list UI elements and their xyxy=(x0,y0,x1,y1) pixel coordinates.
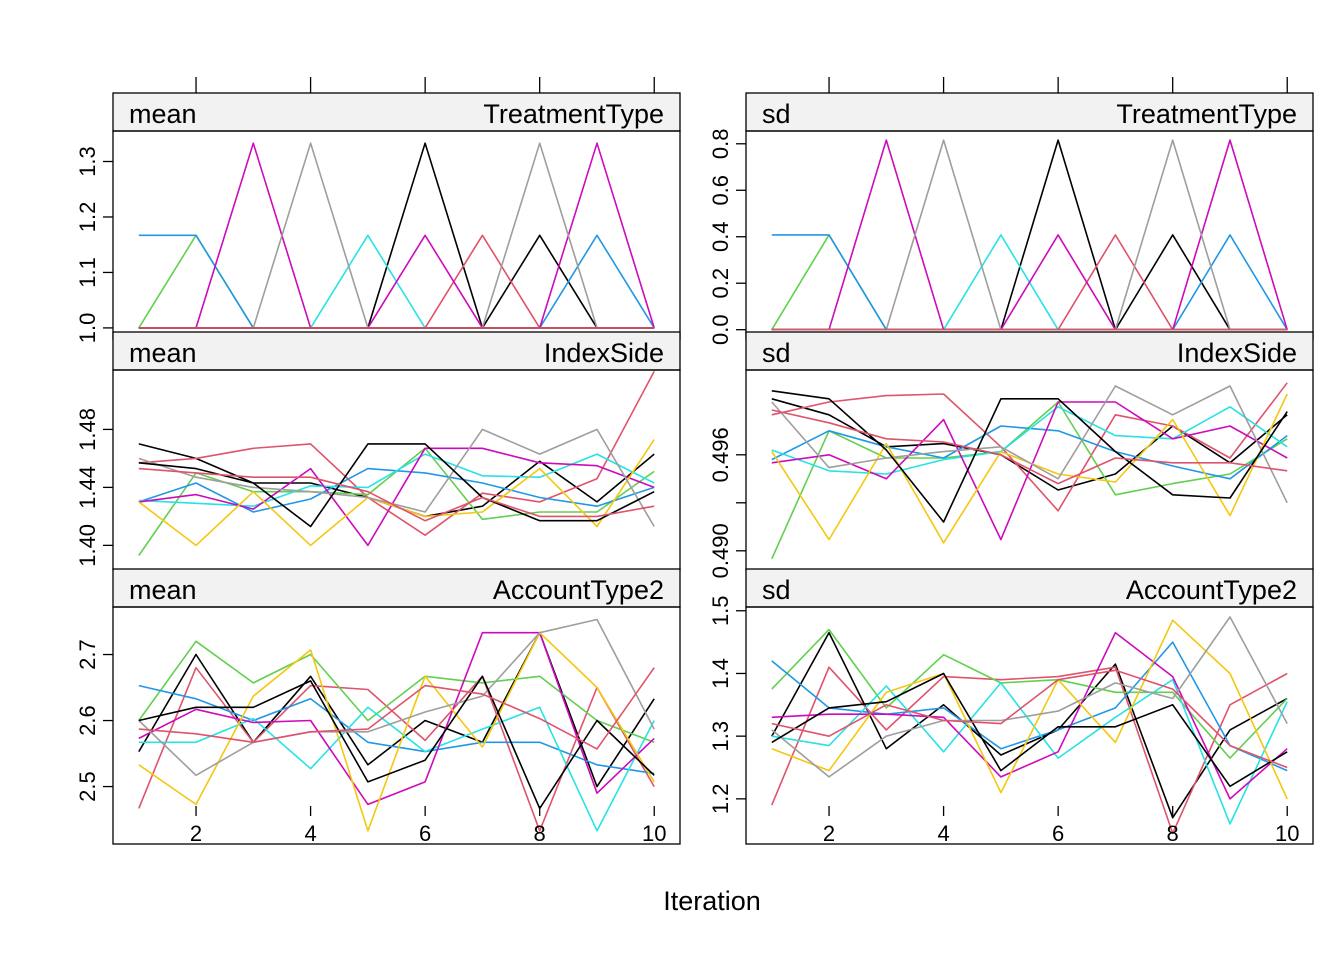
panel-mean-TreatmentType: mean TreatmentType 1.0 1.1 1.2 1.3 xyxy=(75,77,681,344)
series-line-3 xyxy=(138,640,655,744)
series-group xyxy=(138,142,655,329)
y-tick-label: 0.496 xyxy=(708,427,733,482)
series-line-10 xyxy=(771,409,1288,485)
y-tick-label: 1.1 xyxy=(75,257,100,288)
series-line-2 xyxy=(138,371,655,537)
series-line-6 xyxy=(771,401,1288,541)
series-line-6 xyxy=(138,447,655,547)
panel-mean-AccountType2: mean AccountType2 2.5 2.6 2.7 2 4 6 8 10 xyxy=(75,568,681,846)
series-line-1 xyxy=(138,631,655,788)
x-tick-label: 8 xyxy=(534,821,546,846)
strip-variable-label: AccountType2 xyxy=(493,575,664,605)
panel-sd-TreatmentType: sd TreatmentType 0.0 0.2 0.4 0.6 0.8 xyxy=(708,77,1314,345)
series-group xyxy=(771,139,1288,331)
y-tick-label: 1.5 xyxy=(708,595,733,626)
plot-frame xyxy=(745,606,1314,845)
strip-background xyxy=(745,331,1314,371)
y-tick-label: 0.4 xyxy=(708,221,733,252)
y-tick-label: 1.4 xyxy=(708,658,733,689)
y-tick-label: 1.0 xyxy=(75,313,100,344)
x-tick-label: 2 xyxy=(823,821,835,846)
series-line-4 xyxy=(771,641,1288,772)
series-line-8 xyxy=(138,618,655,777)
strip-variable-label: IndexSide xyxy=(1177,338,1297,368)
series-line-8 xyxy=(771,385,1288,504)
series-line-8 xyxy=(771,616,1288,778)
series-line-8 xyxy=(138,428,655,527)
y-tick-label: 0.0 xyxy=(708,314,733,345)
x-tick-label: 10 xyxy=(642,821,666,846)
series-line-4 xyxy=(138,684,655,775)
strip-stat-label: mean xyxy=(129,575,197,605)
strip-stat-label: sd xyxy=(762,99,791,129)
series-line-5 xyxy=(771,405,1288,475)
y-tick-label: 1.44 xyxy=(75,466,100,509)
x-tick-label: 10 xyxy=(1275,821,1299,846)
series-line-6 xyxy=(771,631,1288,800)
series-line-5 xyxy=(138,453,655,508)
x-tick-label: 4 xyxy=(937,821,949,846)
series-line-9 xyxy=(138,675,655,810)
series-line-5 xyxy=(138,706,655,832)
strip-background xyxy=(112,92,681,132)
series-line-6 xyxy=(138,631,655,806)
series-line-9 xyxy=(771,672,1288,788)
x-tick-label: 4 xyxy=(304,821,316,846)
series-line-2 xyxy=(138,666,655,832)
series-line-5 xyxy=(771,678,1288,825)
series-line-3 xyxy=(771,401,1288,560)
series-group xyxy=(771,616,1288,835)
series-line-7 xyxy=(138,631,655,832)
x-tick-label: 8 xyxy=(1167,821,1179,846)
y-tick-label: 0.6 xyxy=(708,175,733,206)
y-tick-label: 1.3 xyxy=(708,721,733,752)
y-tick-label: 2.7 xyxy=(75,639,100,670)
x-axis-label: Iteration xyxy=(663,886,761,916)
series-group xyxy=(138,618,655,832)
series-line-9 xyxy=(771,390,1288,523)
series-line-1 xyxy=(771,631,1288,819)
strip-background xyxy=(745,568,1314,608)
x-tick-label: 6 xyxy=(1052,821,1064,846)
panel-mean-IndexSide: mean IndexSide 1.40 1.44 1.48 xyxy=(75,331,681,571)
x-tick-label: 6 xyxy=(419,821,431,846)
strip-background xyxy=(112,568,681,608)
strip-stat-label: mean xyxy=(129,338,197,368)
y-tick-label: 2.6 xyxy=(75,705,100,736)
series-group xyxy=(771,382,1288,560)
series-line-10 xyxy=(138,467,655,522)
panel-sd-AccountType2: sd AccountType2 1.2 1.3 1.4 1.5 2 4 6 8 10 xyxy=(708,568,1314,846)
series-line-3 xyxy=(771,628,1288,759)
strip-variable-label: IndexSide xyxy=(544,338,664,368)
y-tick-label: 1.40 xyxy=(75,524,100,567)
series-line-2 xyxy=(771,382,1288,512)
y-tick-label: 0.2 xyxy=(708,268,733,299)
y-tick-label: 2.5 xyxy=(75,771,100,802)
series-line-7 xyxy=(771,619,1288,800)
series-line-2 xyxy=(771,666,1288,835)
y-tick-label: 1.2 xyxy=(708,784,733,815)
y-tick-label: 0.490 xyxy=(708,523,733,578)
series-group xyxy=(138,371,655,556)
strip-stat-label: sd xyxy=(762,575,791,605)
strip-variable-label: TreatmentType xyxy=(1116,99,1297,129)
strip-stat-label: sd xyxy=(762,338,791,368)
strip-variable-label: AccountType2 xyxy=(1126,575,1297,605)
series-line-10 xyxy=(138,667,655,750)
y-tick-label: 1.48 xyxy=(75,408,100,451)
strip-stat-label: mean xyxy=(129,99,197,129)
strip-variable-label: TreatmentType xyxy=(483,99,664,129)
plot-frame xyxy=(112,606,681,845)
y-tick-label: 1.3 xyxy=(75,146,100,177)
series-line-10 xyxy=(771,669,1288,769)
panel-sd-IndexSide: sd IndexSide 0.490 0.496 xyxy=(708,331,1314,578)
x-tick-label: 2 xyxy=(190,821,202,846)
y-tick-label: 1.2 xyxy=(75,202,100,233)
y-tick-label: 0.8 xyxy=(708,128,733,159)
